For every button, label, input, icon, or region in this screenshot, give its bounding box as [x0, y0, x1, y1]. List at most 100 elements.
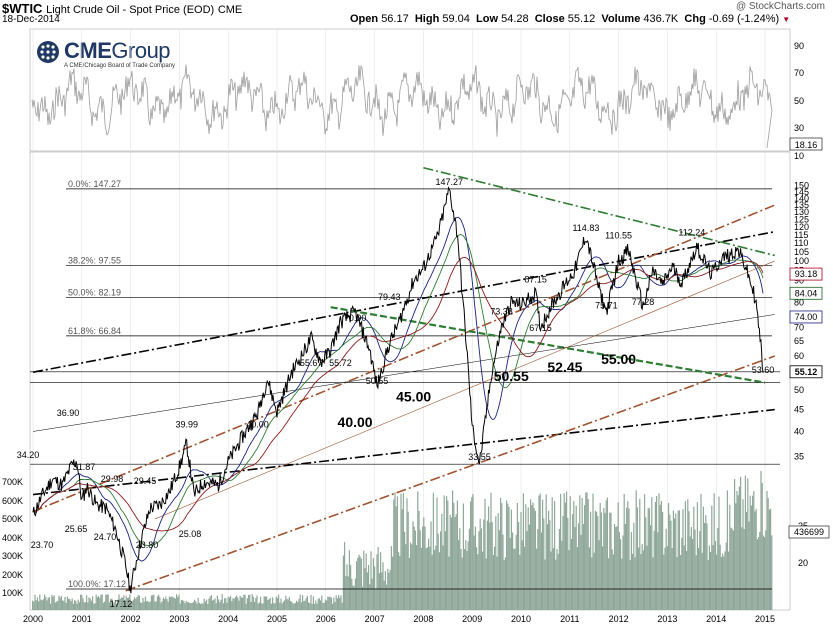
volume-bar: [650, 525, 652, 610]
volume-bar: [390, 546, 392, 610]
volume-bar: [466, 550, 468, 610]
volume-bar: [178, 594, 180, 610]
volume-bar: [450, 517, 452, 610]
volume-bar: [674, 518, 676, 610]
volume-bar: [165, 596, 167, 610]
volume-bar: [626, 507, 628, 610]
volume-bar: [459, 528, 461, 610]
volume-bar: [164, 599, 166, 610]
price-annotation-early: 34.20: [17, 450, 40, 460]
volume-bar: [293, 603, 295, 610]
volume-bar: [156, 596, 158, 610]
price-annotation-early: 17.12: [110, 599, 133, 609]
volume-bar: [422, 526, 424, 610]
volume-bar: [196, 603, 198, 610]
volume-bar: [542, 499, 544, 610]
volume-bar: [136, 597, 138, 610]
volume-bar: [680, 555, 682, 610]
volume-bar: [640, 554, 642, 610]
volume-bar: [602, 546, 604, 610]
price-annotation: 67.15: [529, 323, 552, 333]
x-tick-label: 2005: [267, 614, 287, 624]
volume-bar: [556, 549, 558, 610]
volume-bar: [503, 560, 505, 610]
volume-bar: [750, 505, 752, 610]
price-annotation: 55.67: [300, 358, 323, 368]
volume-bar: [270, 603, 272, 610]
volume-bar: [736, 491, 738, 610]
volume-bar: [179, 603, 181, 610]
volume-bar: [245, 603, 247, 610]
chart-date: 18-Dec-2014: [2, 14, 60, 25]
high-label: High: [414, 13, 440, 25]
volume-bar: [371, 578, 373, 610]
price-tick-label: 35: [794, 451, 804, 461]
volume-bar: [102, 602, 104, 610]
volume-bar: [520, 512, 522, 610]
rsi-tick-label: 50: [794, 96, 804, 106]
x-tick-label: 2010: [511, 614, 531, 624]
volume-bar: [372, 558, 374, 610]
volume-bar: [362, 586, 364, 610]
volume-bar: [220, 599, 222, 610]
volume-bar: [765, 530, 767, 610]
volume-bar: [278, 594, 280, 610]
volume-bar: [549, 520, 551, 610]
price-box-value: 74.00: [795, 312, 818, 322]
volume-bar: [723, 556, 725, 610]
volume-bar: [597, 515, 599, 610]
volume-bar: [407, 511, 409, 610]
volume-bar: [360, 558, 362, 610]
price-tick-label: 125: [794, 214, 809, 224]
symbol-title: $WTIC Light Crude Oil - Spot Price (EOD)…: [2, 1, 242, 16]
volume-bar: [642, 550, 644, 610]
volume-bar: [627, 501, 629, 610]
price-annotation: 33.55: [468, 452, 491, 462]
volume-bar: [130, 603, 132, 610]
volume-bar: [309, 603, 311, 610]
volume-bar: [104, 601, 106, 610]
volume-bar: [284, 600, 286, 610]
volume-bar: [482, 551, 484, 610]
volume-bar: [234, 597, 236, 610]
volume-bar: [539, 493, 541, 610]
volume-bar: [693, 506, 695, 610]
volume-bar: [192, 601, 194, 610]
volume-bar: [480, 528, 482, 610]
volume-bar: [246, 598, 248, 610]
volume-bar: [588, 547, 590, 610]
price-line: [32, 186, 764, 594]
volume-bar: [376, 554, 378, 610]
volume-bar: [117, 599, 119, 610]
volume-bar: [76, 603, 78, 610]
volume-bar: [203, 598, 205, 610]
volume-bar: [363, 550, 365, 610]
volume-bar: [62, 600, 64, 610]
volume-bar: [537, 529, 539, 610]
volume-bar: [201, 603, 203, 610]
volume-bar: [228, 597, 230, 610]
volume-bar: [305, 598, 307, 610]
volume-bar: [634, 557, 636, 610]
volume-bar: [399, 556, 401, 610]
volume-bar: [237, 597, 239, 610]
volume-bar: [392, 556, 394, 610]
volume-bar: [546, 524, 548, 610]
volume-bar: [330, 597, 332, 610]
volume-bar: [213, 599, 215, 610]
price-tick-label: 105: [794, 247, 809, 257]
volume-bar: [310, 594, 312, 610]
volume-bar: [221, 594, 223, 610]
volume-bar: [87, 602, 89, 610]
x-tick-label: 2015: [755, 614, 775, 624]
price-annotation: 79.43: [378, 292, 401, 302]
volume-bar: [345, 576, 347, 610]
volume-bar: [86, 595, 88, 610]
volume-bar: [177, 596, 179, 610]
volume-bar: [458, 540, 460, 610]
volume-bar: [412, 521, 414, 610]
volume-bar: [276, 598, 278, 610]
price-annotation: 39.99: [175, 420, 198, 430]
volume-bar: [567, 517, 569, 610]
volume-bar: [477, 554, 479, 610]
